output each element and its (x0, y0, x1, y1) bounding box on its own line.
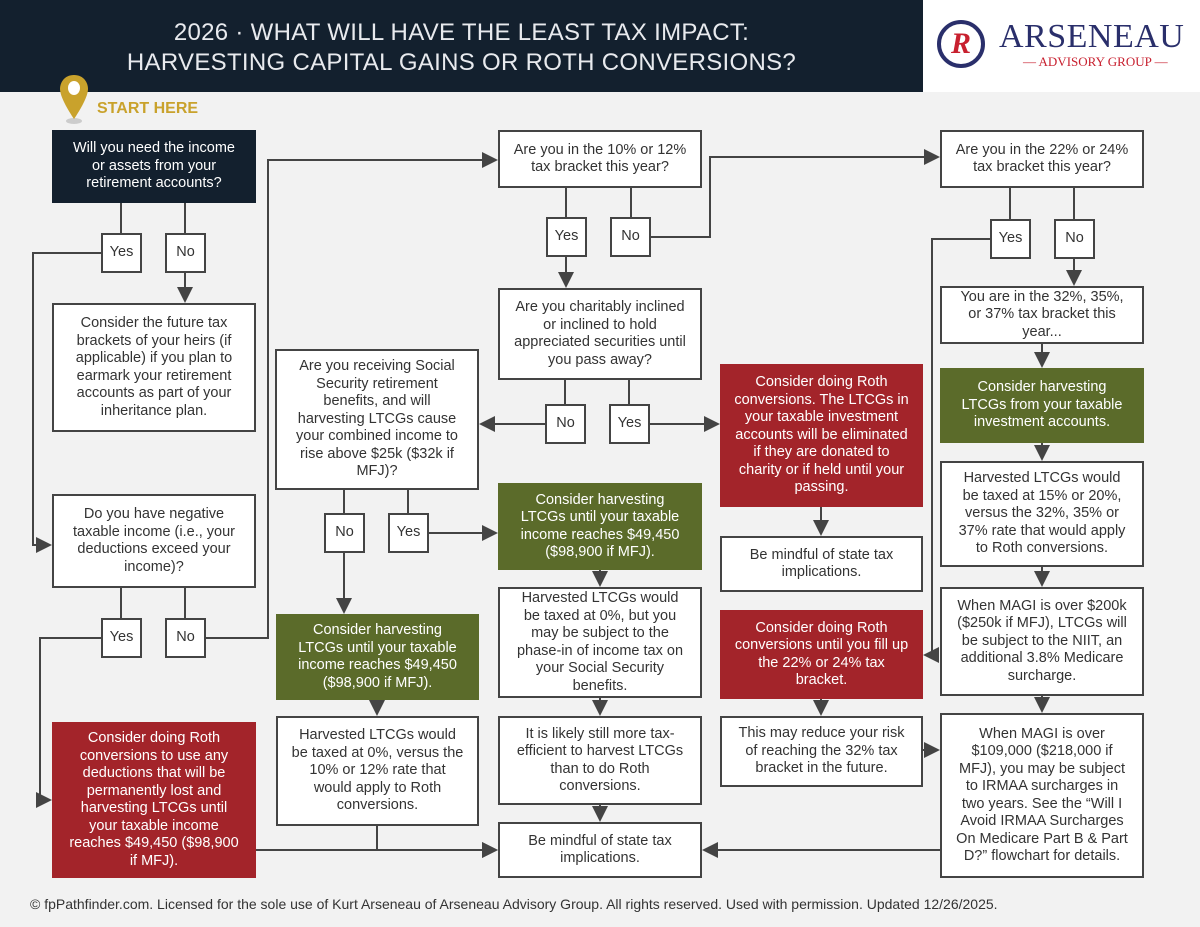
start-here-label: START HERE (97, 100, 199, 117)
taxed-0-box: Harvested LTCGs would be taxed at 0%, ve… (276, 716, 479, 826)
green-harvest-mid: Consider harvesting LTCGs until your tax… (498, 483, 702, 570)
footer: © fpPathfinder.com. Licensed for the sol… (30, 896, 998, 912)
q1-yes: Yes (101, 233, 142, 273)
q5-no: No (324, 513, 365, 553)
taxed-15-20-box: Harvested LTCGs would be taxed at 15% or… (940, 461, 1144, 567)
title-line-2: HARVESTING CAPITAL GAINS OR ROTH CONVERS… (126, 49, 797, 76)
q-22-24-bracket: Are you in the 22% or 24% tax bracket th… (940, 130, 1144, 188)
q2-no: No (165, 618, 206, 658)
red-charity-box: Consider doing Roth conversions. The LTC… (720, 364, 923, 507)
likely-efficient-box: It is likely still more tax-efficient to… (498, 716, 702, 805)
green-harvest-left: Consider harvesting LTCGs until your tax… (276, 614, 479, 700)
high-bracket-box: You are in the 32%, 35%, or 37% tax brac… (940, 286, 1144, 344)
logo: R ARSENEAU — ADVISORY GROUP — (923, 0, 1200, 92)
green-harvest-right: Consider harvesting LTCGs from your taxa… (940, 368, 1144, 443)
location-pin-icon (60, 75, 88, 124)
q2-yes: Yes (101, 618, 142, 658)
logo-sub: — ADVISORY GROUP — (1023, 54, 1168, 69)
logo-name: ARSENEAU (999, 18, 1185, 55)
niit-box: When MAGI is over $200k ($250k if MFJ), … (940, 587, 1144, 696)
phase-in-box: Harvested LTCGs would be taxed at 0%, bu… (498, 587, 702, 698)
heirs-box: Consider the future tax brackets of your… (52, 303, 256, 432)
q-negative-income: Do you have negative taxable income (i.e… (52, 494, 256, 588)
logo-mark: R (937, 20, 985, 68)
roth-deductions-box: Consider doing Roth conversions to use a… (52, 722, 256, 878)
red-22-24-box: Consider doing Roth conversions until yo… (720, 610, 923, 699)
state-tax-bottom: Be mindful of state tax implications. (498, 822, 702, 878)
q-charity: Are you charitably inclined or inclined … (498, 288, 702, 380)
q3-yes: Yes (546, 217, 587, 257)
q-social-security: Are you receiving Social Security retire… (275, 349, 479, 490)
q-10-12-bracket: Are you in the 10% or 12% tax bracket th… (498, 130, 702, 188)
header-title: 2026 · WHAT WILL HAVE THE LEAST TAX IMPA… (0, 0, 923, 92)
q5-yes: Yes (388, 513, 429, 553)
q6-yes: Yes (990, 219, 1031, 259)
state-tax-mid: Be mindful of state tax implications. (720, 536, 923, 592)
q4-yes: Yes (609, 404, 650, 444)
q1-no: No (165, 233, 206, 273)
q4-no: No (545, 404, 586, 444)
q3-no: No (610, 217, 651, 257)
reduce-risk-box: This may reduce your risk of reaching th… (720, 716, 923, 787)
q-need-income: Will you need the income or assets from … (52, 130, 256, 203)
q6-no: No (1054, 219, 1095, 259)
title-line-1: 2026 · WHAT WILL HAVE THE LEAST TAX IMPA… (173, 19, 750, 46)
irmaa-box: When MAGI is over $109,000 ($218,000 if … (940, 713, 1144, 878)
